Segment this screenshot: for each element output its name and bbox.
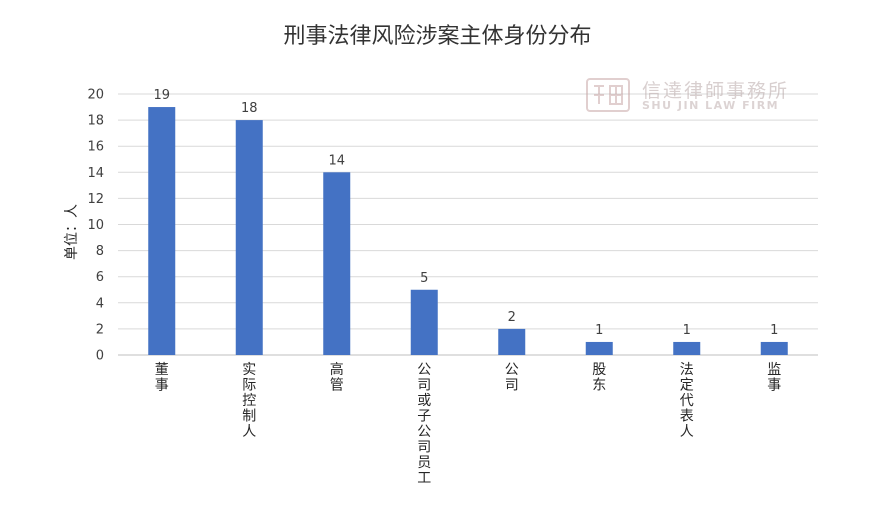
bar bbox=[323, 172, 351, 355]
y-tick-label: 16 bbox=[87, 140, 104, 155]
y-tick-label: 14 bbox=[87, 166, 104, 181]
bar bbox=[410, 289, 438, 355]
y-tick-label: 6 bbox=[96, 270, 104, 285]
watermark-firm-english: SHU JIN LAW FIRM bbox=[642, 99, 780, 112]
data-label: 1 bbox=[595, 323, 603, 338]
y-tick-label: 12 bbox=[87, 192, 104, 207]
y-tick-label: 8 bbox=[96, 244, 104, 259]
category-label: 董事 bbox=[155, 362, 169, 394]
y-tick-label: 2 bbox=[96, 322, 104, 337]
y-tick-label: 20 bbox=[87, 88, 104, 103]
bar bbox=[585, 341, 613, 355]
seal-logo-icon bbox=[586, 78, 630, 112]
bars bbox=[148, 107, 788, 355]
data-label: 1 bbox=[770, 323, 778, 338]
data-label: 5 bbox=[420, 271, 428, 286]
category-label: 公司或子公司员工 bbox=[417, 362, 431, 487]
data-label: 18 bbox=[241, 101, 258, 116]
y-axis-label: 单位：人 bbox=[64, 204, 80, 260]
y-tick-label: 4 bbox=[96, 296, 104, 311]
y-tick-label: 10 bbox=[87, 218, 104, 233]
data-label: 19 bbox=[153, 88, 170, 103]
category-label: 监事 bbox=[767, 362, 781, 394]
bar bbox=[148, 107, 176, 355]
category-label: 股东 bbox=[592, 362, 606, 394]
watermark-firm-name: 信達律師事務所 bbox=[642, 80, 790, 102]
category-labels: 董事 实际控制人 高管 公司或子公司员工 公司 股东 法定代表人 监事 bbox=[155, 361, 782, 487]
category-label: 高管 bbox=[330, 361, 344, 394]
bar bbox=[498, 328, 526, 355]
category-label: 实际控制人 bbox=[242, 362, 256, 440]
bar bbox=[760, 341, 788, 355]
bar bbox=[673, 341, 701, 355]
y-axis-ticks: 0 2 4 6 8 10 12 14 16 18 20 bbox=[87, 88, 104, 364]
category-label: 法定代表人 bbox=[680, 362, 694, 440]
law-firm-watermark: 信達律師事務所 SHU JIN LAW FIRM bbox=[586, 76, 806, 116]
chart-title: 刑事法律风险涉案主体身份分布 bbox=[283, 24, 592, 49]
y-tick-label: 18 bbox=[87, 114, 104, 129]
category-label: 公司 bbox=[505, 362, 519, 394]
data-label: 1 bbox=[683, 323, 691, 338]
data-label: 14 bbox=[328, 153, 345, 168]
data-labels: 19 18 14 5 2 1 1 1 bbox=[153, 88, 778, 338]
bar bbox=[235, 120, 263, 355]
y-tick-label: 0 bbox=[96, 349, 104, 364]
gridlines bbox=[118, 93, 818, 356]
data-label: 2 bbox=[508, 310, 516, 325]
